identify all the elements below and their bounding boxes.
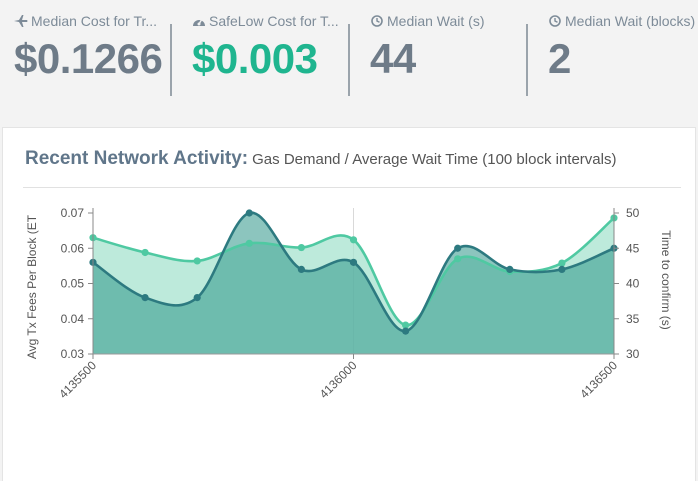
right-axis-tick-label: 40: [626, 277, 640, 291]
wait-time-point: [245, 239, 253, 247]
left-axis-title: Avg Tx Fees Per Block (ET: [25, 214, 39, 359]
wait-time-point: [349, 236, 358, 244]
left-axis-tick-label: 0.07: [61, 206, 85, 220]
right-axis-title: Time to confirm (s): [659, 230, 673, 330]
panel-subtitle: Gas Demand / Average Wait Time (100 bloc…: [252, 151, 617, 168]
right-axis-tick-label: 50: [626, 206, 640, 220]
x-axis-tick-label: 4136500: [577, 358, 620, 401]
stat-value: $0.1266: [14, 35, 163, 82]
left-axis-tick-label: 0.04: [61, 312, 85, 326]
fees-point: [349, 258, 358, 266]
stat-label: Median Wait (s): [387, 13, 485, 29]
panel-heading: Recent Network Activity: Gas Demand / Ave…: [25, 148, 616, 170]
right-axis-tick-label: 30: [626, 347, 640, 361]
wait-time-point: [141, 248, 149, 257]
wait-time-point: [297, 243, 305, 252]
divider: [348, 24, 350, 96]
fees-point: [506, 265, 514, 273]
stats-bar: Median Cost for Tr... $0.1266 SafeLow Co…: [0, 0, 698, 120]
fees-area: [93, 212, 614, 354]
stat-value: $0.003: [192, 35, 318, 82]
wait-time-point: [558, 259, 566, 267]
stat-label: Median Cost for Tr...: [31, 13, 158, 29]
clock-icon: [370, 14, 384, 28]
plane-icon: [14, 14, 28, 28]
x-axis-tick-label: 4136000: [317, 358, 360, 401]
stat-label: SafeLow Cost for T...: [209, 13, 339, 29]
divider: [526, 24, 528, 96]
divider: [170, 24, 172, 96]
gauge-icon: [192, 14, 206, 28]
fees-point: [454, 244, 462, 252]
left-axis-tick-label: 0.05: [61, 277, 85, 291]
stat-median-wait-blocks: Median Wait (blocks) 2: [548, 12, 698, 98]
fees-point: [297, 265, 305, 273]
fees-point: [402, 327, 410, 335]
stat-label: Median Wait (blocks): [565, 13, 696, 29]
heading-divider: [23, 187, 681, 188]
wait-time-point: [402, 321, 410, 329]
wait-time-point: [193, 257, 201, 265]
right-axis-tick-label: 45: [626, 241, 640, 255]
stat-safelow-cost: SafeLow Cost for T... $0.003: [192, 12, 346, 98]
left-axis-tick-label: 0.03: [61, 347, 85, 361]
stat-value: 2: [548, 35, 571, 82]
left-axis-tick-label: 0.06: [61, 241, 85, 255]
clock-icon: [548, 14, 562, 28]
stat-value: 44: [370, 35, 416, 82]
wait-time-point: [454, 255, 462, 263]
fees-point: [558, 265, 566, 273]
stat-median-cost: Median Cost for Tr... $0.1266: [14, 12, 170, 98]
fees-point: [245, 209, 253, 217]
fees-point: [141, 294, 149, 302]
fees-point: [193, 294, 201, 302]
panel-title: Recent Network Activity:: [25, 148, 249, 169]
x-axis-tick-label: 4135500: [56, 358, 99, 401]
stat-median-wait-seconds: Median Wait (s) 44: [370, 12, 520, 98]
right-axis-tick-label: 35: [626, 312, 640, 326]
